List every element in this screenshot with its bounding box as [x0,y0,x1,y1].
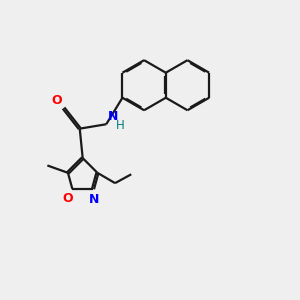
Text: N: N [88,194,99,206]
Text: O: O [52,94,62,106]
Text: O: O [63,192,73,205]
Text: N: N [108,110,118,123]
Text: H: H [116,119,124,132]
